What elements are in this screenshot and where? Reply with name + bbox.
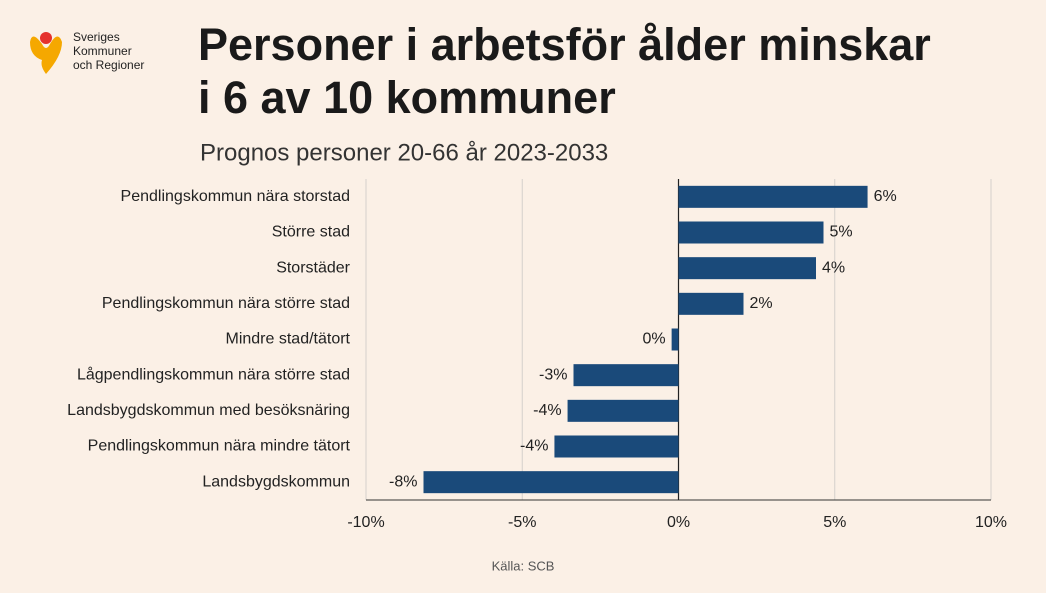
value-label: 2% (750, 295, 773, 312)
logo-text: Sveriges (73, 30, 120, 44)
value-label: 4% (822, 259, 845, 276)
value-label: 5% (830, 224, 853, 241)
x-tick-label: -5% (508, 514, 536, 531)
x-tick-label: -10% (347, 514, 384, 531)
y-tick-label: Större stad (272, 224, 350, 241)
y-tick-label: Mindre stad/tätort (226, 331, 351, 348)
y-tick-label: Pendlingskommun nära mindre tätort (88, 438, 351, 455)
value-label: -8% (389, 473, 417, 490)
bar (567, 399, 679, 422)
x-tick-label: 10% (975, 514, 1007, 531)
bar (678, 257, 816, 280)
logo-text: Kommuner (73, 44, 132, 58)
source: Källa: SCB (492, 558, 555, 573)
bar (423, 471, 679, 494)
x-tick-label: 5% (823, 514, 846, 531)
y-tick-label: Landsbygdskommun (202, 473, 350, 490)
bar (671, 328, 679, 351)
bar (678, 221, 824, 244)
value-label: -4% (520, 438, 548, 455)
y-tick-label: Storstäder (276, 259, 350, 276)
bar (678, 185, 868, 208)
y-tick-label: Lågpendlingskommun nära större stad (77, 365, 350, 383)
value-label: 6% (874, 188, 897, 205)
chart-title: i 6 av 10 kommuner (198, 72, 616, 123)
bar (573, 364, 679, 387)
value-label: 0% (643, 331, 666, 348)
logo-mark (30, 32, 62, 74)
bar (554, 435, 679, 458)
value-label: -3% (539, 366, 567, 383)
y-tick-label: Pendlingskommun nära större stad (102, 295, 350, 312)
bar (678, 292, 744, 315)
y-tick-label: Landsbygdskommun med besöksnäring (67, 402, 350, 419)
value-label: -4% (533, 402, 561, 419)
logo-text: och Regioner (73, 58, 144, 72)
chart-subtitle: Prognos personer 20-66 år 2023-2033 (200, 139, 608, 166)
y-tick-label: Pendlingskommun nära storstad (121, 188, 350, 205)
x-tick-label: 0% (667, 514, 690, 531)
chart-title: Personer i arbetsför ålder minskar (198, 19, 931, 70)
